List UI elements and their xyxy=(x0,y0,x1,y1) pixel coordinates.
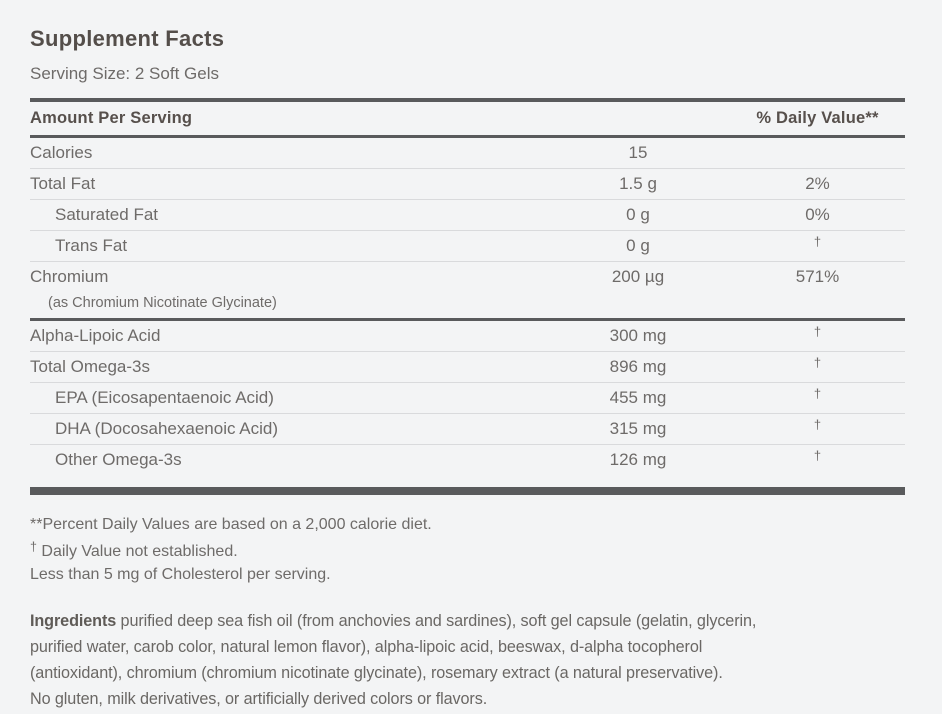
page-title: Supplement Facts xyxy=(30,26,225,51)
nutrient-name: DHA (Docosahexaenoic Acid) xyxy=(55,419,279,438)
amount-cell: 300 mg xyxy=(609,326,667,345)
nutrient-name-cell: Other Omega-3s xyxy=(30,450,546,470)
amount-cell: 455 mg xyxy=(609,388,667,407)
daily-value-cell: † xyxy=(813,417,822,432)
divider-thin xyxy=(30,168,905,169)
footnotes: **Percent Daily Values are based on a 2,… xyxy=(30,513,905,586)
nutrient-name: EPA (Eicosapentaenoic Acid) xyxy=(55,388,274,407)
divider-thin xyxy=(30,351,905,352)
footnote-line: † Daily Value not established. xyxy=(30,536,905,563)
daily-value-cell: † xyxy=(813,234,822,249)
divider-thick-under-header xyxy=(30,135,905,138)
amount-cell: 896 mg xyxy=(609,357,667,376)
footnote-text: Daily Value not established. xyxy=(36,543,238,560)
footnote-symbol: † xyxy=(30,540,37,554)
amount-cell: 15 xyxy=(628,143,648,162)
nutrient-name: Alpha-Lipoic Acid xyxy=(30,326,161,345)
table-header-row: Amount Per Serving % Daily Value** xyxy=(30,102,905,135)
divider-thin xyxy=(30,199,905,200)
nutrient-name: Saturated Fat xyxy=(55,205,159,224)
footnote-line: **Percent Daily Values are based on a 2,… xyxy=(30,513,905,536)
footnote-line: Less than 5 mg of Cholesterol per servin… xyxy=(30,563,905,586)
divider-thick-top xyxy=(30,98,905,102)
nutrient-name-cell: EPA (Eicosapentaenoic Acid) xyxy=(30,388,546,408)
nutrient-name: Total Omega-3s xyxy=(30,357,150,376)
nutrient-name-cell: Alpha-Lipoic Acid xyxy=(30,326,546,346)
divider-thin xyxy=(30,382,905,383)
table-row: Total Omega-3s 896 mg † xyxy=(30,352,905,382)
ingredients-label: Ingredients xyxy=(30,612,117,630)
table-row: Total Fat 1.5 g 2% xyxy=(30,169,905,199)
serving-size: Serving Size: 2 Soft Gels xyxy=(30,64,219,83)
footnote-text: **Percent Daily Values are based on a 2,… xyxy=(30,516,432,533)
daily-value-cell: 571% xyxy=(795,267,840,286)
amount-cell: 1.5 g xyxy=(619,174,657,193)
table-row: Trans Fat 0 g † xyxy=(30,231,905,261)
nutrient-name-cell: Total Fat xyxy=(30,174,546,194)
nutrient-name: Chromium xyxy=(30,267,109,286)
daily-value-cell: 2% xyxy=(805,174,830,193)
divider-thick xyxy=(30,318,905,321)
ingredients-line: No gluten, milk derivatives, or artifici… xyxy=(30,690,488,708)
amount-cell: 0 g xyxy=(626,205,650,224)
nutrient-name-cell: Trans Fat xyxy=(30,236,546,256)
ingredients-line: (antioxidant), chromium (chromium nicoti… xyxy=(30,664,723,682)
ingredients-line: Ingredients purified deep sea fish oil (… xyxy=(30,608,905,634)
nutrient-name: Total Fat xyxy=(30,174,96,193)
column-header-daily-value: % Daily Value** xyxy=(756,109,879,127)
table-row: Other Omega-3s 126 mg † xyxy=(30,445,905,475)
divider-thin xyxy=(30,444,905,445)
divider-thin xyxy=(30,230,905,231)
divider-bar-bottom xyxy=(30,487,905,495)
ingredients-line: purified water, carob color, natural lem… xyxy=(30,638,703,656)
column-header-amount-per-serving: Amount Per Serving xyxy=(30,109,193,127)
nutrient-name: Other Omega-3s xyxy=(55,450,182,469)
supplement-facts-panel: Supplement Facts Serving Size: 2 Soft Ge… xyxy=(30,26,905,712)
nutrient-name: Trans Fat xyxy=(55,236,128,255)
ingredients: Ingredients purified deep sea fish oil (… xyxy=(30,608,905,712)
table-row: EPA (Eicosapentaenoic Acid) 455 mg † xyxy=(30,383,905,413)
amount-cell: 0 g xyxy=(626,236,650,255)
nutrient-name-cell: Total Omega-3s xyxy=(30,357,546,377)
table-row: DHA (Docosahexaenoic Acid) 315 mg † xyxy=(30,414,905,444)
amount-cell: 126 mg xyxy=(609,450,667,469)
nutrient-name-cell: Saturated Fat xyxy=(30,205,546,225)
table-row: Alpha-Lipoic Acid 300 mg † xyxy=(30,321,905,351)
daily-value-cell: † xyxy=(813,355,822,370)
daily-value-cell: † xyxy=(813,324,822,339)
nutrient-name-cell: DHA (Docosahexaenoic Acid) xyxy=(30,419,546,439)
daily-value-cell: 0% xyxy=(805,205,830,224)
daily-value-cell: † xyxy=(813,386,822,401)
table-row: Calories 15 xyxy=(30,138,905,168)
amount-cell: 200 µg xyxy=(611,267,665,286)
divider-thin xyxy=(30,261,905,262)
footnote-text: Less than 5 mg of Cholesterol per servin… xyxy=(30,566,331,583)
divider-thin xyxy=(30,413,905,414)
nutrient-name-cell: Calories xyxy=(30,143,546,163)
amount-cell: 315 mg xyxy=(609,419,667,438)
ingredients-text: purified deep sea fish oil (from anchovi… xyxy=(116,612,757,630)
nutrient-name: Calories xyxy=(30,143,93,162)
nutrient-name-cell: Chromium (as Chromium Nicotinate Glycinat… xyxy=(30,267,546,313)
nutrient-subtext: (as Chromium Nicotinate Glycinate) xyxy=(48,295,277,311)
table-body: Calories 15 Total Fat 1.5 g 2% Saturated Fat 0… xyxy=(30,138,905,475)
table-row: Chromium (as Chromium Nicotinate Glycinat… xyxy=(30,262,905,318)
table-row: Saturated Fat 0 g 0% xyxy=(30,200,905,230)
daily-value-cell: † xyxy=(813,448,822,463)
